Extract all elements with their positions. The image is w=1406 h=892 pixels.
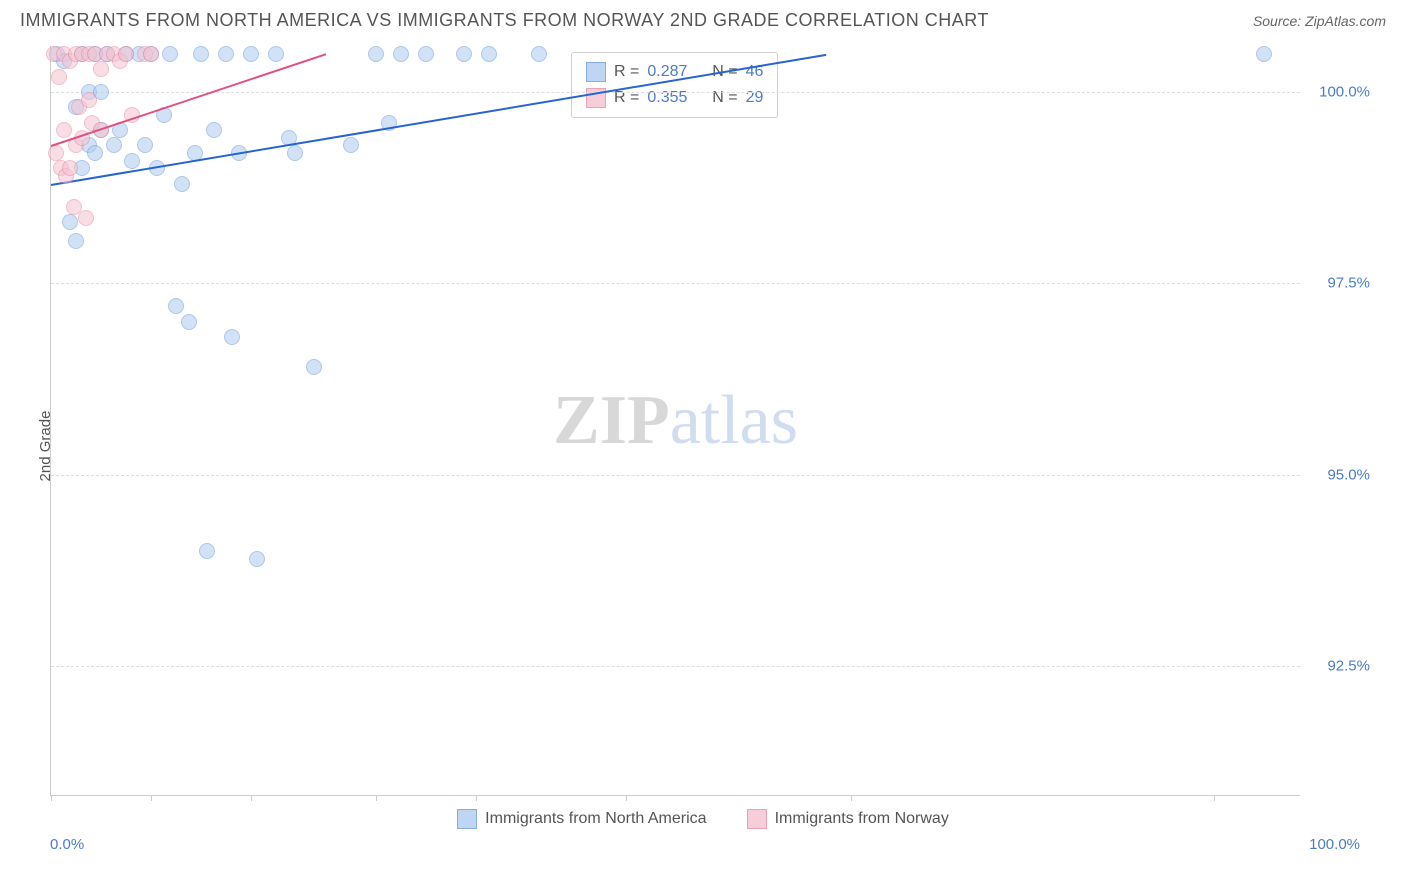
gridline — [51, 666, 1300, 667]
data-point — [268, 46, 284, 62]
data-point — [287, 145, 303, 161]
data-point — [193, 46, 209, 62]
y-tick-label: 95.0% — [1310, 466, 1370, 483]
x-max-label: 100.0% — [1309, 836, 1360, 853]
data-point — [51, 69, 67, 85]
x-tick — [51, 795, 52, 801]
data-point — [168, 298, 184, 314]
data-point — [243, 46, 259, 62]
x-min-label: 0.0% — [50, 836, 84, 853]
data-point — [181, 314, 197, 330]
stats-legend: R = 0.287 N = 46R = 0.355 N = 29 — [571, 52, 778, 118]
data-point — [306, 359, 322, 375]
page-title: IMMIGRANTS FROM NORTH AMERICA VS IMMIGRA… — [20, 10, 989, 31]
watermark: ZIPatlas — [553, 381, 798, 461]
data-point — [343, 137, 359, 153]
data-point — [174, 176, 190, 192]
x-tick — [151, 795, 152, 801]
data-point — [162, 46, 178, 62]
data-point — [418, 46, 434, 62]
series-legend: Immigrants from North America Immigrants … — [0, 809, 1406, 834]
data-point — [68, 233, 84, 249]
y-tick-label: 97.5% — [1310, 275, 1370, 292]
y-tick-label: 100.0% — [1310, 83, 1370, 100]
data-point — [206, 122, 222, 138]
data-point — [62, 160, 78, 176]
data-point — [93, 61, 109, 77]
series-legend-item: Immigrants from North America — [457, 809, 706, 829]
data-point — [143, 46, 159, 62]
data-point — [1256, 46, 1272, 62]
data-point — [48, 145, 64, 161]
data-point — [124, 153, 140, 169]
x-tick — [626, 795, 627, 801]
source-label: Source: ZipAtlas.com — [1253, 13, 1386, 29]
data-point — [106, 137, 122, 153]
legend-swatch — [747, 809, 767, 829]
data-point — [368, 46, 384, 62]
x-tick — [251, 795, 252, 801]
legend-swatch — [457, 809, 477, 829]
data-point — [249, 551, 265, 567]
gridline — [51, 283, 1300, 284]
x-tick — [376, 795, 377, 801]
data-point — [87, 145, 103, 161]
data-point — [56, 122, 72, 138]
legend-swatch — [586, 62, 606, 82]
data-point — [218, 46, 234, 62]
data-point — [81, 92, 97, 108]
data-point — [78, 210, 94, 226]
data-point — [137, 137, 153, 153]
data-point — [224, 329, 240, 345]
data-point — [481, 46, 497, 62]
gridline — [51, 92, 1300, 93]
plot-area: ZIPatlas R = 0.287 N = 46R = 0.355 N = 2… — [50, 46, 1300, 796]
x-tick — [1214, 795, 1215, 801]
data-point — [393, 46, 409, 62]
y-tick-label: 92.5% — [1310, 657, 1370, 674]
data-point — [531, 46, 547, 62]
chart-container: 2nd Grade ZIPatlas R = 0.287 N = 46R = 0… — [0, 36, 1406, 856]
x-tick — [851, 795, 852, 801]
data-point — [118, 46, 134, 62]
series-legend-item: Immigrants from Norway — [747, 809, 949, 829]
data-point — [199, 543, 215, 559]
data-point — [62, 214, 78, 230]
data-point — [456, 46, 472, 62]
gridline — [51, 475, 1300, 476]
x-tick — [476, 795, 477, 801]
